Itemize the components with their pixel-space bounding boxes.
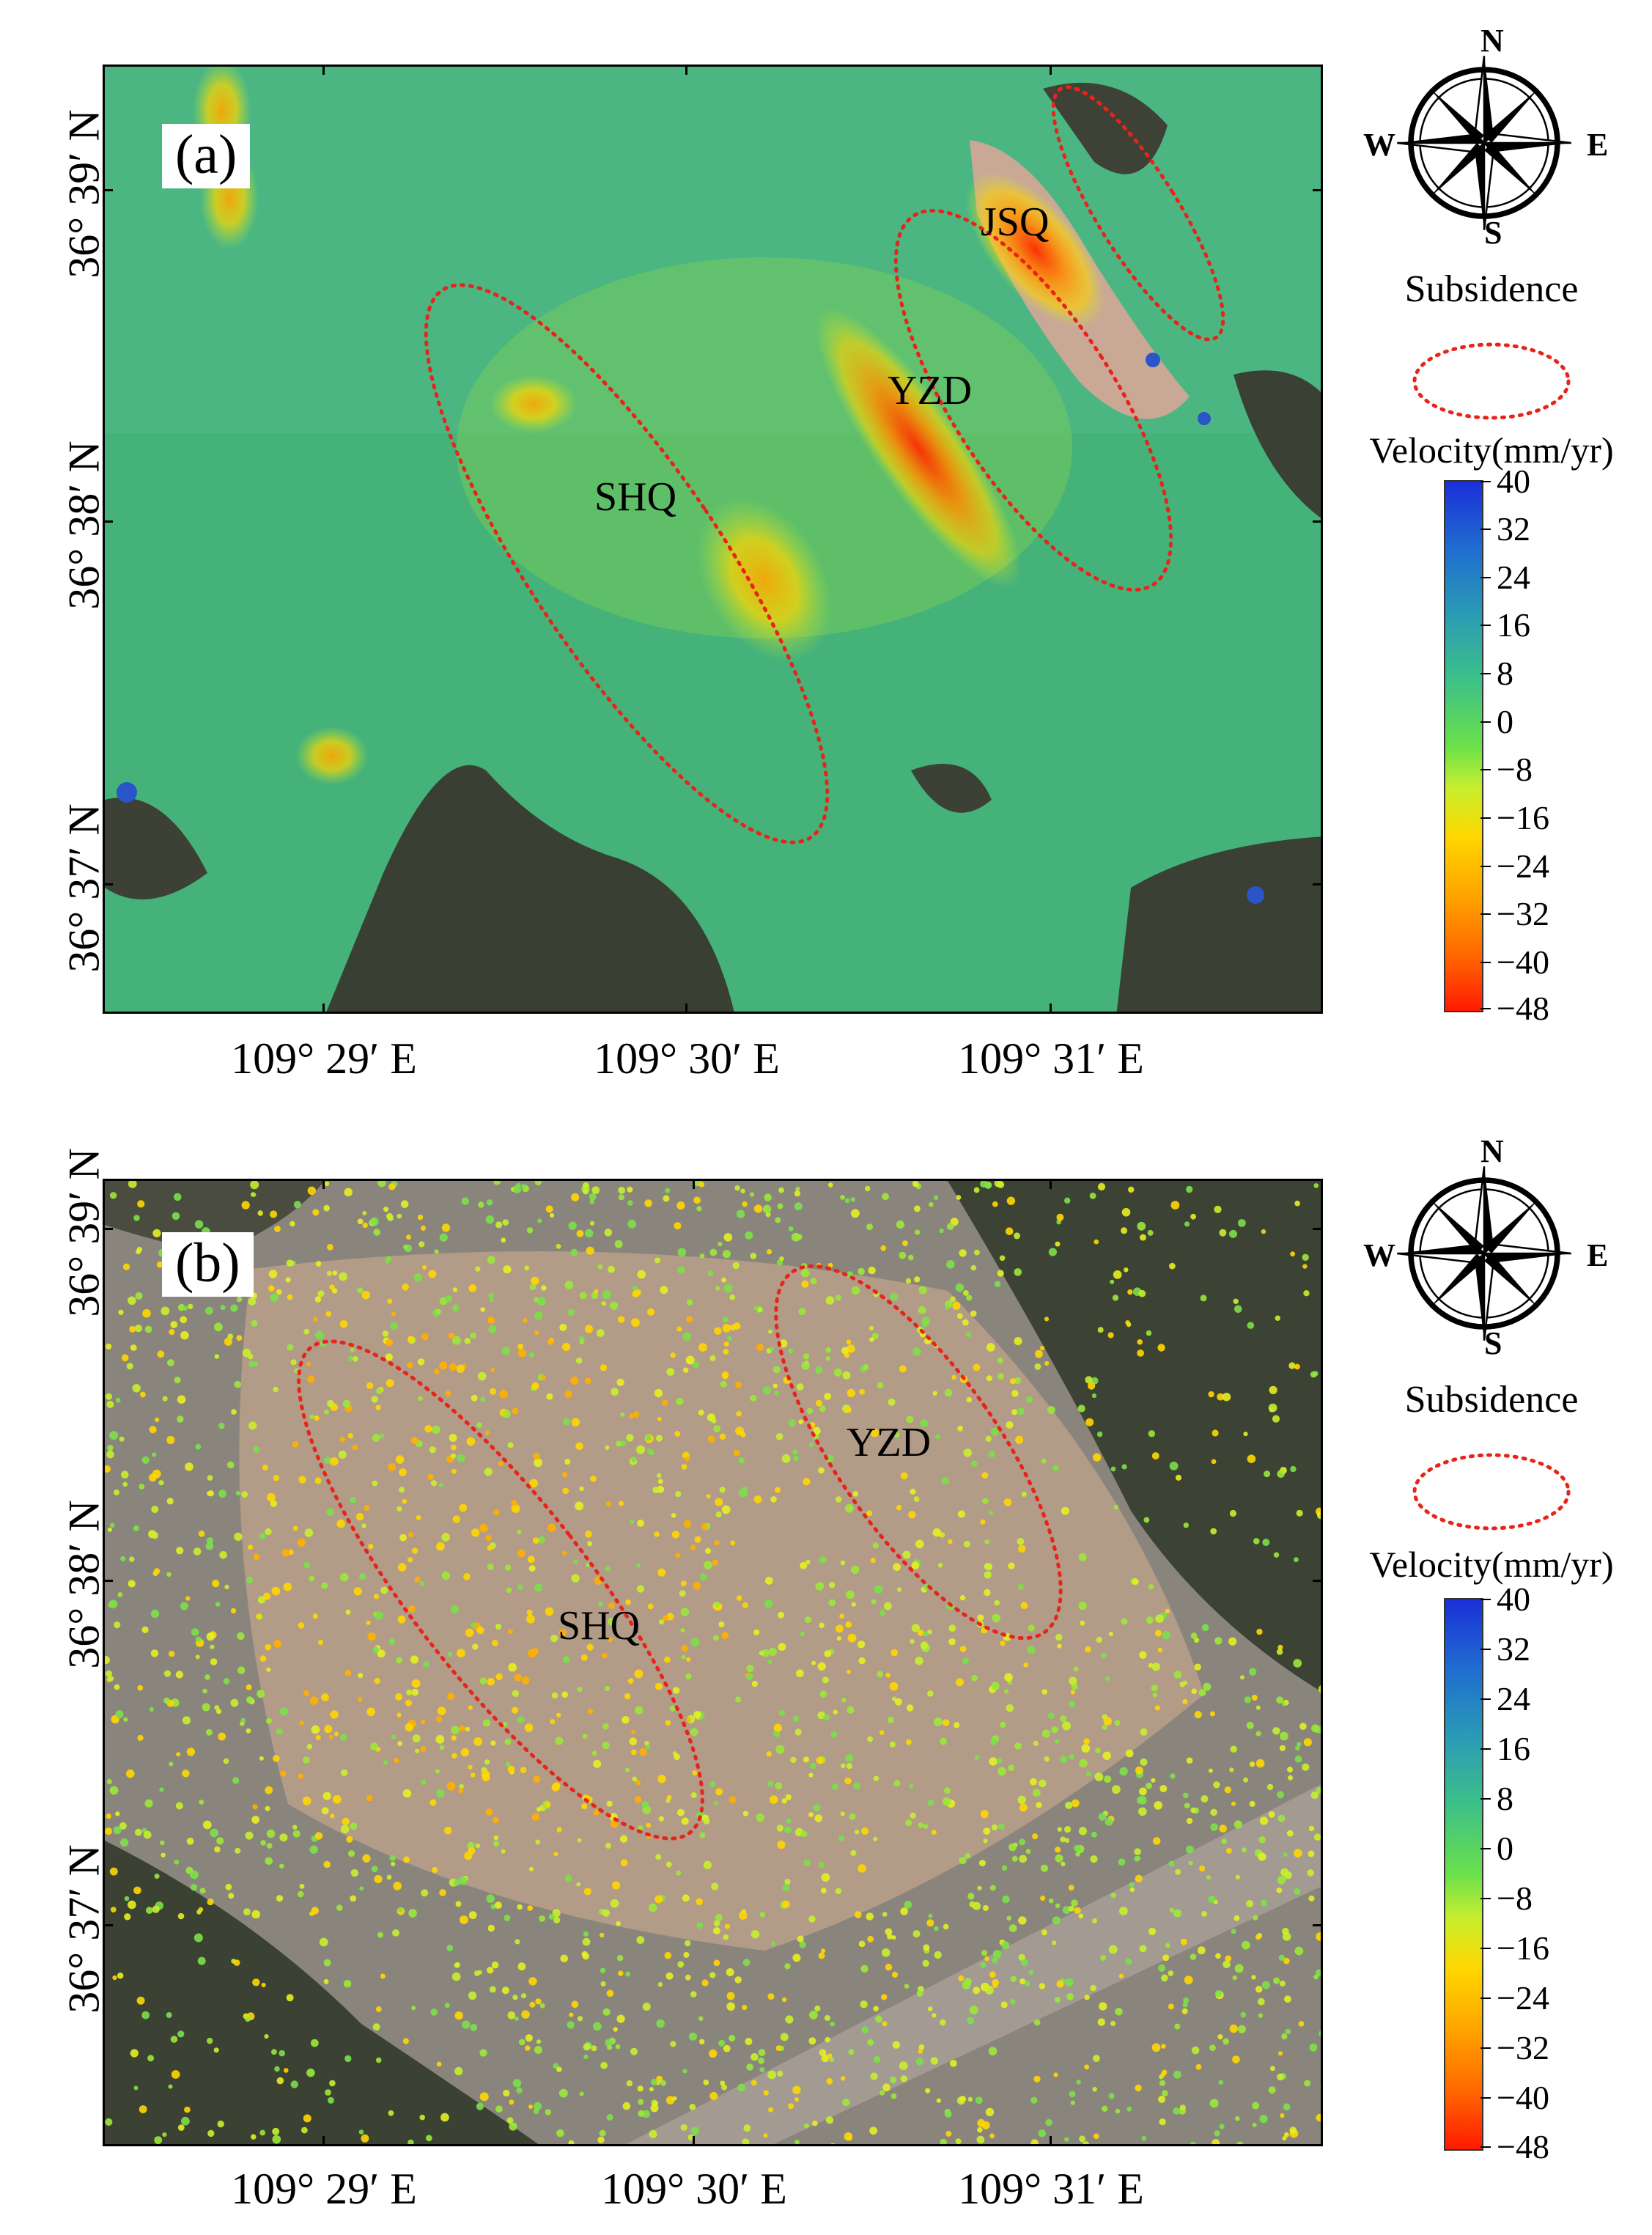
velocity-map-b: (b) YZD SHQ [103,1179,1323,2146]
subsidence-ellipse-yzd [893,208,1173,592]
lon-label-30: 109° 30′ E [594,1034,780,1083]
lon-label-29: 109° 29′ E [231,1034,417,1083]
zone-label-yzd: YZD [888,368,973,413]
colorbar [1444,1598,1483,2151]
panel-label: (a) [162,124,251,188]
subsidence-label: Subsidence [1404,268,1579,310]
lat-label-39: 36° 39′ N [59,1148,108,1317]
subsidence-symbol [1412,342,1571,420]
compass-e: E [1587,1237,1609,1273]
velocity-label: Velocity(mm/yr) [1369,430,1614,471]
zone-label-jsq: JSQ [981,199,1050,245]
zone-label-shq: SHQ [594,474,677,520]
compass-s: S [1484,1325,1502,1361]
compass-w: W [1363,127,1395,163]
lat-label-39: 36° 39′ N [59,109,108,279]
panel-label: (b) [162,1232,254,1297]
subsidence-ellipse-shq [424,283,830,844]
zone-label-yzd: YZD [847,1420,932,1465]
compass-rose-icon [1397,56,1571,230]
panel-b: (b) YZD SHQ 36° 39′ N 36° 38′ N 36° 37′ … [0,1114,1652,2235]
legend-a: N W E S Subsidence Velocity(mm/yr) 40 32… [1334,22,1649,1034]
compass-w: W [1363,1237,1395,1273]
subsidence-ellipse-jsq [1051,85,1225,342]
subsidence-ellipse-yzd [774,1264,1063,1641]
map-a-raster [105,67,1321,1012]
subsidence-ellipse-shq [297,1339,704,1841]
compass-n: N [1480,1133,1504,1169]
lon-label-29: 109° 29′ E [231,2165,417,2213]
colorbar [1444,480,1483,1012]
lat-label-37: 36° 37′ N [59,1844,108,2014]
lat-label-38: 36° 38′ N [59,1500,108,1669]
lon-label-31: 109° 31′ E [958,1034,1144,1083]
zone-label-shq: SHQ [558,1603,641,1649]
subsidence-symbol [1412,1453,1571,1531]
map-b-points [105,1181,1321,2144]
lon-label-30: 109° 30′ E [601,2165,787,2213]
compass-s: S [1484,215,1502,251]
compass-e: E [1587,127,1609,163]
velocity-label: Velocity(mm/yr) [1369,1544,1614,1585]
lat-label-38: 36° 38′ N [59,441,108,610]
compass-rose-icon [1397,1166,1571,1341]
legend-b: N W E S Subsidence Velocity(mm/yr) 40 32… [1334,1133,1649,2173]
subsidence-label: Subsidence [1404,1379,1579,1421]
lat-label-37: 36° 37′ N [59,803,108,973]
velocity-map-a: (a) JSQ YZD SHQ [103,65,1323,1014]
compass-n: N [1480,23,1504,59]
lon-label-31: 109° 31′ E [958,2165,1144,2213]
panel-a: (a) JSQ YZD SHQ 36° 39′ N 36° 38′ N 36° … [0,0,1652,1100]
